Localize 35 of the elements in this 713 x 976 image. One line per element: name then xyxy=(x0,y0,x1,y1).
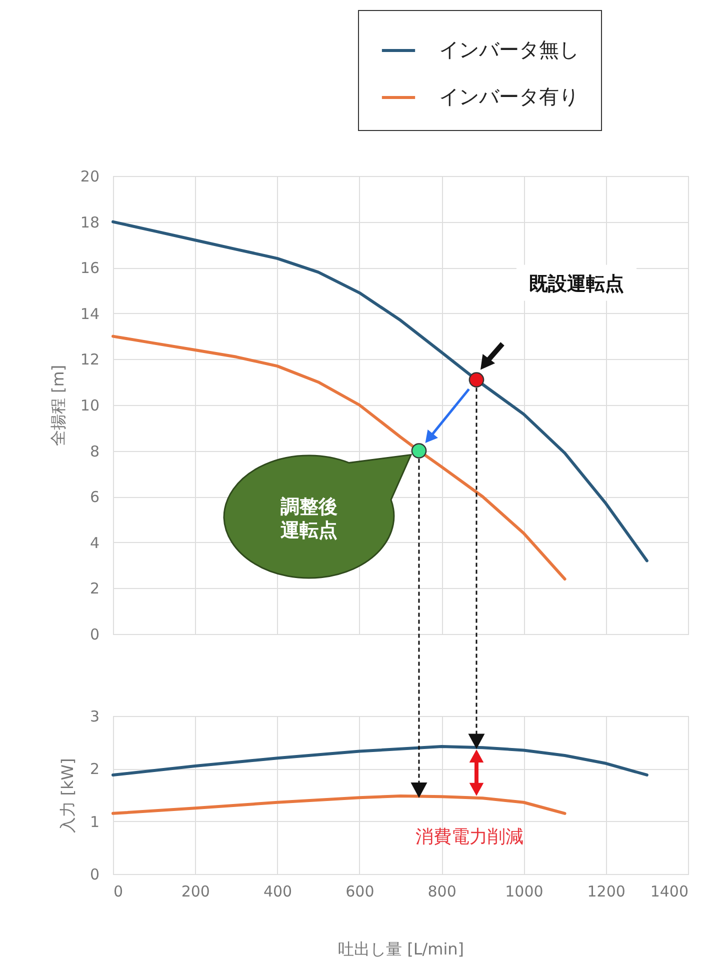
y-tick-label: 6 xyxy=(90,488,100,506)
x-tick-label: 1400 xyxy=(650,882,688,900)
y-tick-label: 20 xyxy=(80,168,100,186)
legend-label: インバータ無し xyxy=(439,38,579,62)
legend-label: インバータ有り xyxy=(439,84,579,108)
x-tick-label: 600 xyxy=(346,882,374,900)
y-axis-title: 全揚程 [m] xyxy=(48,364,68,446)
y-tick-label: 0 xyxy=(90,866,100,884)
y-tick-label: 8 xyxy=(90,442,100,460)
line-series xyxy=(112,220,648,562)
y-tick-label: 18 xyxy=(80,213,100,232)
annotation: 消費電力削減 xyxy=(416,826,524,848)
y-tick-label: 16 xyxy=(80,259,100,278)
line-series xyxy=(112,745,648,776)
y-tick-label: 12 xyxy=(80,350,100,369)
x-axis-title: 吐出し量 [L/min] xyxy=(338,940,464,958)
line-series xyxy=(112,334,566,581)
y-tick-label: 10 xyxy=(80,396,100,414)
x-tick-label: 200 xyxy=(181,882,210,900)
y-tick-label: 3 xyxy=(90,708,100,726)
x-tick-label: 800 xyxy=(428,882,456,900)
line-series xyxy=(112,794,566,815)
y-tick-label: 2 xyxy=(90,760,100,778)
annotation: 既設運転点 xyxy=(528,272,624,295)
y-axis-title: 入力 [kW] xyxy=(58,758,77,833)
x-tick-label: 0 xyxy=(114,882,124,900)
x-tick-label: 1000 xyxy=(505,882,544,900)
y-tick-label: 0 xyxy=(90,626,100,644)
y-tick-label: 1 xyxy=(90,812,100,831)
y-tick-label: 4 xyxy=(90,534,100,552)
y-tick-label: 2 xyxy=(90,580,100,598)
x-tick-label: 1200 xyxy=(587,882,626,900)
y-tick-label: 14 xyxy=(80,304,100,323)
annotation: 調整後運転点 xyxy=(279,496,338,542)
x-tick-label: 400 xyxy=(263,882,292,900)
